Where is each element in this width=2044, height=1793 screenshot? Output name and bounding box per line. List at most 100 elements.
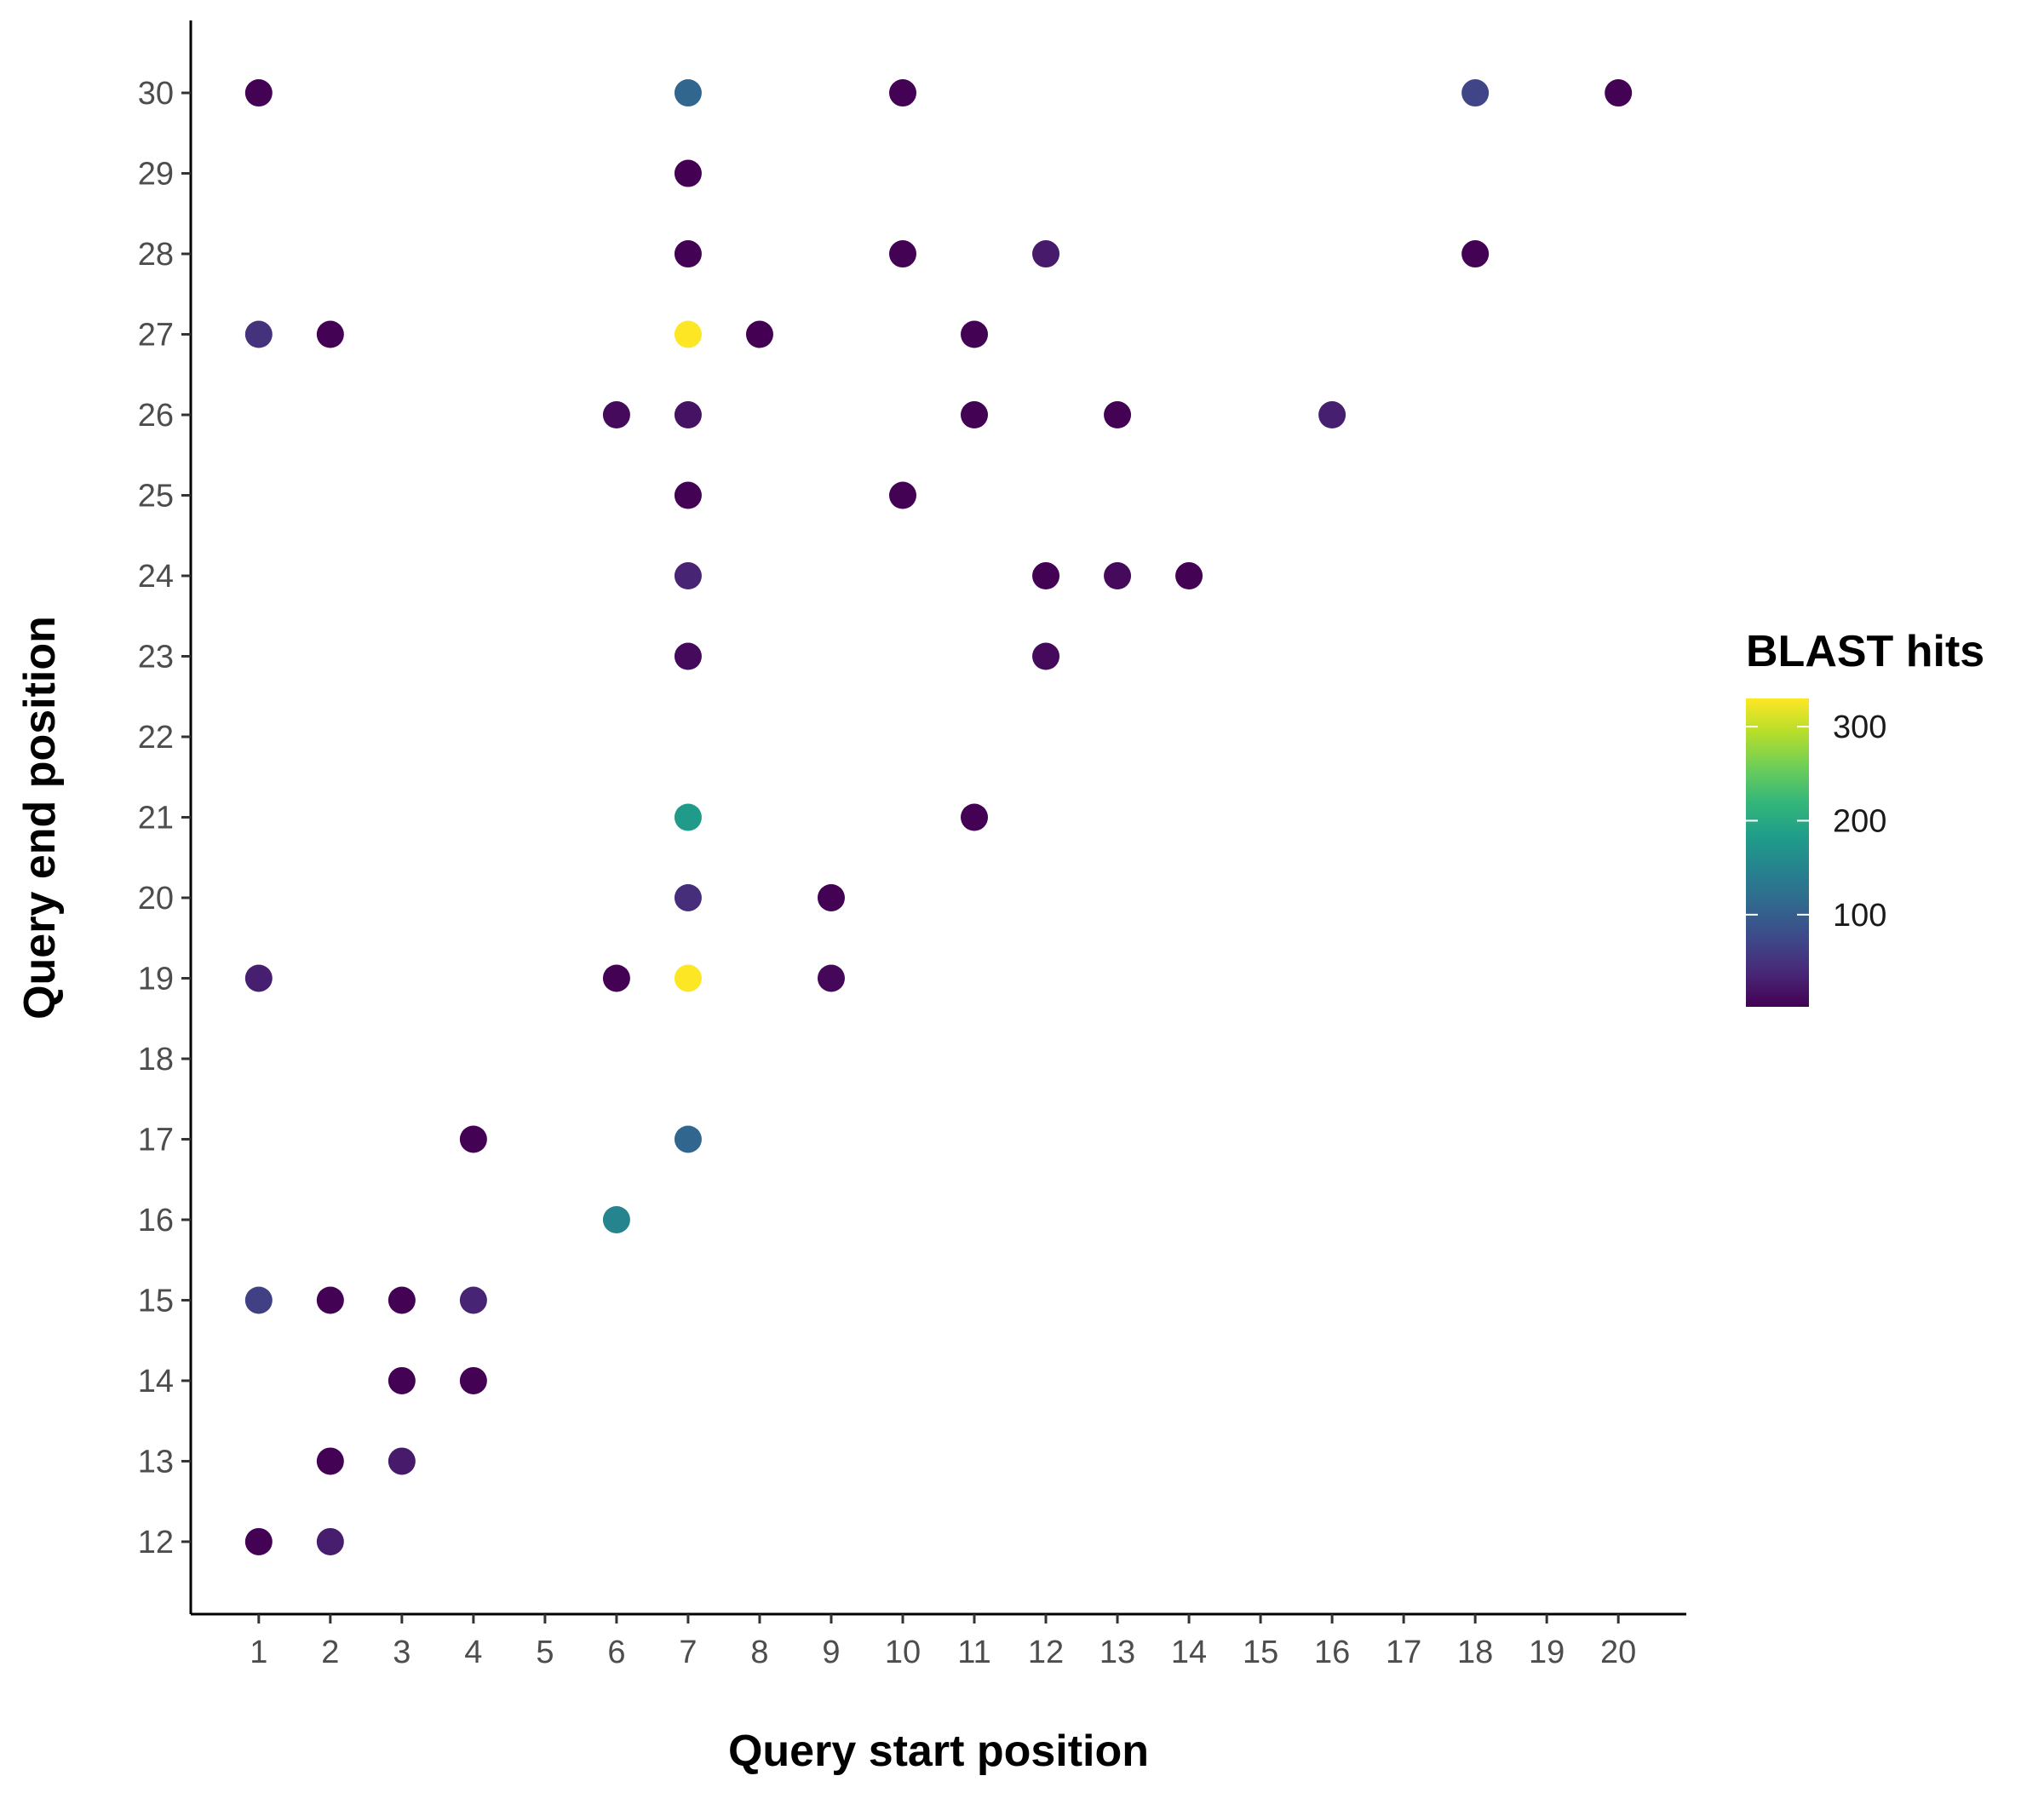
y-tick-label: 21 bbox=[138, 801, 174, 836]
data-point bbox=[674, 964, 702, 992]
y-tick-label: 30 bbox=[138, 76, 174, 112]
x-tick-label: 4 bbox=[464, 1635, 482, 1670]
data-point bbox=[244, 1286, 273, 1314]
colorbar-ticks: 100 200 300 bbox=[1746, 710, 1886, 934]
y-tick-label: 16 bbox=[138, 1203, 174, 1238]
data-point bbox=[316, 1447, 344, 1475]
y-tick-label: 26 bbox=[138, 398, 174, 434]
data-point bbox=[674, 159, 702, 187]
y-tick-label: 25 bbox=[138, 479, 174, 514]
data-point bbox=[1032, 240, 1060, 268]
data-point bbox=[316, 1527, 344, 1555]
data-point bbox=[388, 1366, 416, 1394]
y-tick-label: 18 bbox=[138, 1042, 174, 1078]
x-tick-label: 18 bbox=[1457, 1635, 1493, 1670]
colorbar-legend: BLAST hits 100 200 300 bbox=[1746, 627, 1984, 1007]
data-point bbox=[674, 401, 702, 429]
x-tick-label: 14 bbox=[1171, 1635, 1207, 1670]
plot-area bbox=[244, 79, 1633, 1555]
y-tick-label: 28 bbox=[138, 237, 174, 273]
data-point bbox=[1104, 401, 1132, 429]
data-point bbox=[817, 964, 845, 992]
data-point bbox=[961, 803, 989, 831]
data-point bbox=[817, 883, 845, 911]
data-point bbox=[674, 240, 702, 268]
data-point bbox=[961, 401, 989, 429]
data-point bbox=[1104, 562, 1132, 590]
data-point bbox=[244, 1527, 273, 1555]
data-point bbox=[459, 1286, 487, 1314]
data-point bbox=[674, 642, 702, 670]
y-tick-label: 23 bbox=[138, 640, 174, 675]
x-tick-label: 12 bbox=[1028, 1635, 1064, 1670]
y-tick-label: 13 bbox=[138, 1444, 174, 1480]
y-tick-label: 20 bbox=[138, 881, 174, 917]
colorbar-tick-label: 200 bbox=[1833, 803, 1886, 839]
y-axis-title: Query end position bbox=[15, 616, 65, 1020]
colorbar-tick-label: 300 bbox=[1833, 710, 1886, 745]
y-tick-label: 22 bbox=[138, 720, 174, 756]
data-point bbox=[1032, 642, 1060, 670]
data-point bbox=[1461, 240, 1490, 268]
x-tick-label: 1 bbox=[250, 1635, 267, 1670]
y-tick-label: 27 bbox=[138, 318, 174, 353]
data-point bbox=[602, 964, 630, 992]
x-axis-ticks: 1 2 3 4 5 6 7 8 9 10 11 12 13 14 15 16 17 18 19 20 bbox=[250, 1614, 1636, 1670]
data-point bbox=[388, 1447, 416, 1475]
data-point bbox=[1605, 79, 1633, 107]
colorbar-tick-label: 100 bbox=[1833, 898, 1886, 934]
data-point bbox=[888, 240, 916, 268]
data-point bbox=[674, 79, 702, 107]
data-point bbox=[674, 1125, 702, 1153]
data-point bbox=[1175, 562, 1203, 590]
x-tick-label: 2 bbox=[321, 1635, 339, 1670]
x-tick-label: 6 bbox=[607, 1635, 625, 1670]
y-tick-label: 12 bbox=[138, 1525, 174, 1560]
data-point bbox=[1461, 79, 1490, 107]
x-axis-title: Query start position bbox=[728, 1727, 1149, 1776]
data-point bbox=[602, 1205, 630, 1233]
data-point bbox=[244, 320, 273, 348]
data-point bbox=[244, 79, 273, 107]
x-tick-label: 5 bbox=[536, 1635, 554, 1670]
data-point bbox=[459, 1366, 487, 1394]
y-tick-label: 24 bbox=[138, 559, 174, 595]
data-point bbox=[888, 79, 916, 107]
x-tick-label: 7 bbox=[679, 1635, 697, 1670]
data-point bbox=[745, 320, 773, 348]
x-tick-label: 16 bbox=[1314, 1635, 1350, 1670]
data-point bbox=[674, 803, 702, 831]
data-point bbox=[888, 481, 916, 509]
data-point bbox=[674, 481, 702, 509]
data-point bbox=[961, 320, 989, 348]
data-point bbox=[1032, 562, 1060, 590]
x-tick-label: 11 bbox=[957, 1635, 990, 1670]
data-point bbox=[1318, 401, 1346, 429]
legend-title: BLAST hits bbox=[1746, 627, 1984, 676]
data-point bbox=[674, 320, 702, 348]
y-tick-label: 15 bbox=[138, 1283, 174, 1319]
x-tick-label: 10 bbox=[885, 1635, 921, 1670]
data-point bbox=[459, 1125, 487, 1153]
data-point bbox=[674, 883, 702, 911]
x-tick-label: 15 bbox=[1243, 1635, 1278, 1670]
y-tick-label: 29 bbox=[138, 157, 174, 193]
data-point bbox=[388, 1286, 416, 1314]
data-point bbox=[316, 320, 344, 348]
y-tick-label: 17 bbox=[138, 1122, 174, 1158]
x-tick-label: 17 bbox=[1386, 1635, 1421, 1670]
data-point bbox=[244, 964, 273, 992]
y-tick-label: 14 bbox=[138, 1364, 174, 1399]
x-tick-label: 9 bbox=[822, 1635, 840, 1670]
colorbar bbox=[1746, 698, 1809, 1007]
x-tick-label: 3 bbox=[393, 1635, 411, 1670]
data-point bbox=[316, 1286, 344, 1314]
data-point bbox=[674, 562, 702, 590]
x-tick-label: 8 bbox=[750, 1635, 768, 1670]
x-tick-label: 19 bbox=[1529, 1635, 1565, 1670]
x-tick-label: 20 bbox=[1600, 1635, 1636, 1670]
data-point bbox=[602, 401, 630, 429]
x-tick-label: 13 bbox=[1100, 1635, 1135, 1670]
